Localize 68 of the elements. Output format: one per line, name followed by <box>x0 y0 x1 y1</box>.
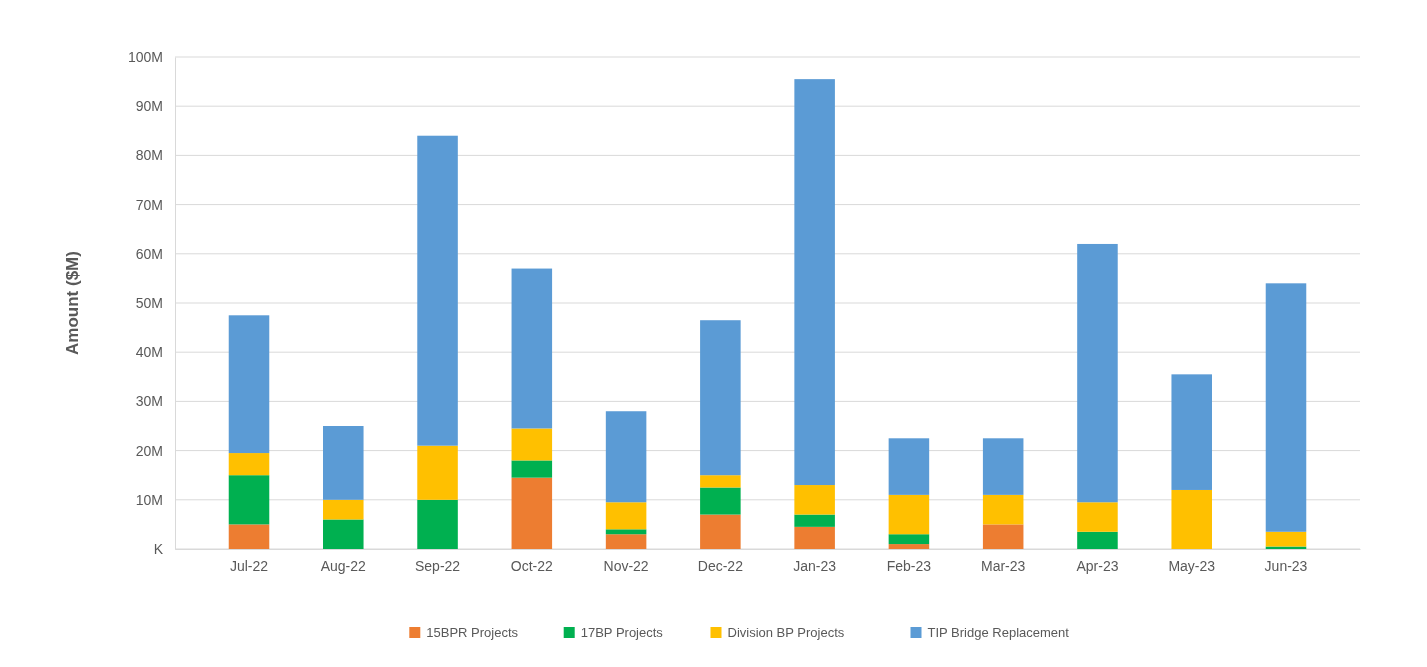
x-tick-label: May-23 <box>1168 557 1216 574</box>
bar <box>794 526 835 549</box>
x-tick-label: Sep-22 <box>414 557 461 574</box>
x-tick-label: Mar-23 <box>981 557 1026 574</box>
y-axis-title: Amount ($M) <box>63 251 82 355</box>
y-tick-label: 20M <box>135 442 163 459</box>
x-tick-label: Feb-23 <box>886 557 932 574</box>
bar <box>1077 531 1118 549</box>
y-tick-label: K <box>153 540 164 557</box>
bar <box>1077 243 1118 503</box>
bar <box>323 499 364 520</box>
bar <box>794 485 835 515</box>
bar <box>700 475 741 488</box>
y-tick-label: 90M <box>135 98 163 115</box>
bar <box>228 524 270 549</box>
x-tick-label: Aug-22 <box>320 557 367 574</box>
x-tick-label: Jul-22 <box>229 557 269 574</box>
bar <box>700 487 741 515</box>
bar <box>700 320 741 476</box>
bar <box>417 499 458 549</box>
bar <box>982 494 1024 525</box>
bar <box>323 519 364 549</box>
bar <box>700 514 741 549</box>
bar <box>605 502 647 530</box>
bar <box>794 79 835 486</box>
bar <box>1171 489 1212 549</box>
bar <box>1077 502 1118 532</box>
bar <box>982 438 1024 495</box>
bar <box>417 135 458 446</box>
bar <box>1265 283 1307 532</box>
bar <box>228 315 270 454</box>
bar <box>1265 531 1307 547</box>
bar <box>888 438 930 495</box>
bar <box>1171 374 1212 490</box>
legend-label: 17BP Projects <box>580 625 664 640</box>
x-tick-label: Apr-23 <box>1076 557 1119 574</box>
x-tick-label: Dec-22 <box>697 557 744 574</box>
bar <box>417 445 458 500</box>
bar <box>511 268 553 429</box>
y-tick-label: 10M <box>135 491 163 508</box>
bar <box>228 453 270 476</box>
bar <box>888 534 930 545</box>
bar <box>511 477 553 549</box>
x-tick-label: Jan-23 <box>793 557 837 574</box>
legend-label: 15BPR Projects <box>426 625 519 640</box>
y-tick-label: 70M <box>135 196 163 213</box>
bar <box>323 426 364 500</box>
y-tick-label: 60M <box>135 245 163 262</box>
y-tick-label: 80M <box>135 147 163 164</box>
bar <box>888 544 930 549</box>
bar <box>228 475 270 525</box>
bar <box>605 534 647 549</box>
legend-label: TIP Bridge Replacement <box>927 625 1070 640</box>
bar <box>605 529 647 535</box>
bar <box>511 428 553 461</box>
y-tick-label: 30M <box>135 393 163 410</box>
bar <box>511 460 553 478</box>
x-tick-label: Oct-22 <box>510 557 554 574</box>
x-tick-label: Jun-23 <box>1264 557 1308 574</box>
bar <box>888 494 930 535</box>
bar <box>794 514 835 527</box>
bar <box>982 524 1024 549</box>
y-tick-label: 50M <box>135 294 163 311</box>
y-tick-label: 100M <box>127 48 163 65</box>
legend-label: Division BP Projects <box>727 625 845 640</box>
bar <box>605 411 647 503</box>
x-tick-label: Nov-22 <box>603 557 649 574</box>
y-tick-label: 40M <box>135 344 163 361</box>
